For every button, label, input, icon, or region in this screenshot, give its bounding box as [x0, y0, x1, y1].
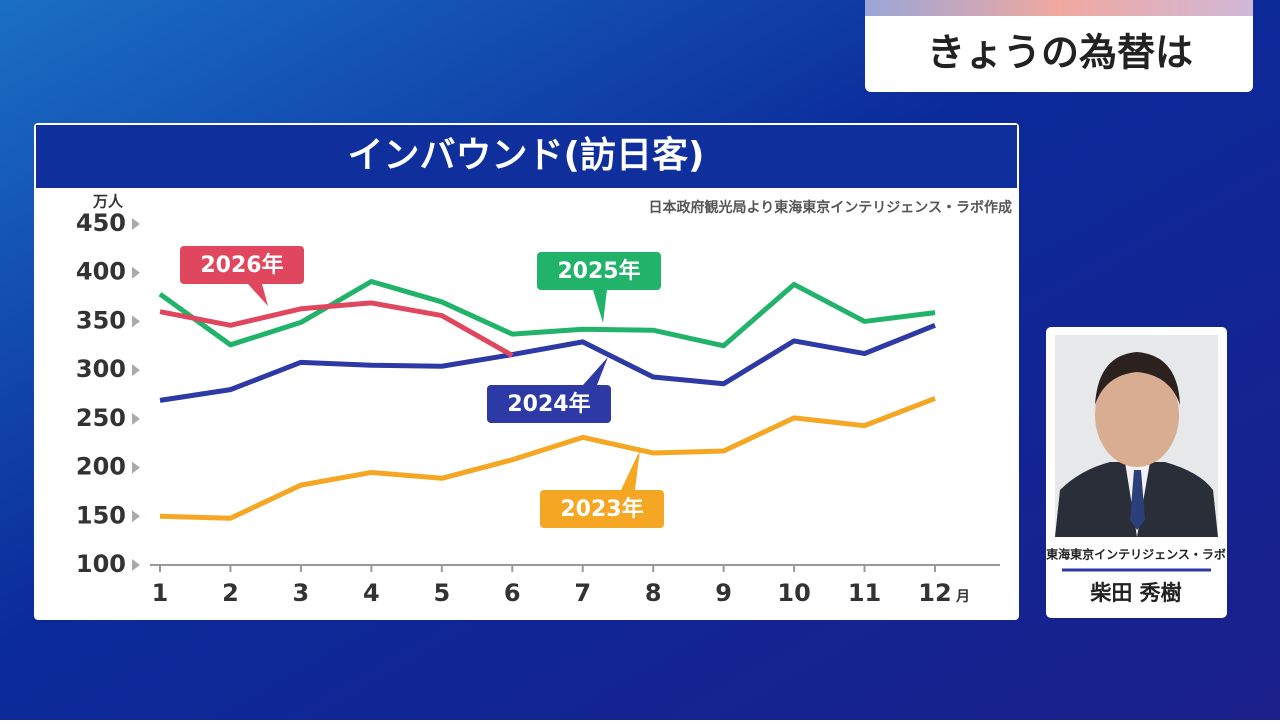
y-tick-mark	[132, 510, 140, 523]
y-unit: 万人	[92, 193, 124, 211]
y-tick-label: 350	[76, 306, 126, 334]
x-tick-label: 6	[504, 579, 521, 607]
photo-face	[1095, 363, 1179, 467]
legend-label: 2023年	[560, 496, 643, 522]
series-line	[159, 396, 936, 521]
x-tick-label: 10	[777, 579, 810, 607]
callout-box	[540, 490, 664, 528]
x-tick-label: 11	[848, 579, 881, 607]
banner-strip	[865, 0, 1253, 16]
callout-pointer	[593, 290, 607, 323]
y-tick-label: 150	[76, 501, 126, 529]
y-tick-label: 250	[76, 404, 126, 432]
y-tick-mark	[132, 364, 140, 377]
chart-source: 日本政府観光局より東海東京インテリジェンス・ラボ作成	[649, 199, 1012, 216]
presenter-name: 柴田 秀樹	[1089, 581, 1181, 605]
x-tick-label: 8	[645, 579, 662, 607]
y-tick-label: 400	[76, 258, 126, 286]
photo-tie	[1130, 470, 1145, 530]
x-tick-label: 5	[433, 579, 450, 607]
banner-box	[865, 0, 1253, 92]
x-tick-label: 7	[574, 579, 591, 607]
presenter-affiliation: 東海東京インテリジェンス・ラボ	[1046, 547, 1226, 562]
y-tick-mark	[132, 315, 140, 328]
chart-panel	[34, 123, 1019, 620]
x-tick-label: 3	[293, 579, 310, 607]
chart-header	[36, 125, 1017, 188]
y-tick-label: 450	[76, 209, 126, 237]
series-line	[159, 323, 936, 403]
x-tick-label: 1	[152, 579, 169, 607]
y-tick-label: 300	[76, 355, 126, 383]
x-tick-label: 9	[715, 579, 732, 607]
y-tick-label: 100	[76, 550, 126, 578]
legend-label: 2024年	[507, 391, 590, 417]
y-tick-mark	[132, 559, 140, 571]
y-tick-mark	[132, 412, 140, 425]
series-line	[159, 300, 514, 358]
photo-hair	[1095, 352, 1180, 405]
y-tick-mark	[132, 461, 140, 474]
series-line	[158, 278, 936, 349]
callout-box	[487, 385, 611, 423]
legend-label: 2026年	[200, 252, 283, 278]
x-unit: 月	[955, 589, 970, 605]
y-tick-mark	[132, 218, 140, 230]
banner-title: きょうの為替は	[927, 31, 1193, 75]
callout-pointer	[621, 450, 640, 490]
callout-box	[537, 252, 661, 290]
x-tick-label: 12	[918, 579, 951, 607]
callout-pointer	[583, 357, 608, 385]
y-tick-mark	[132, 266, 140, 279]
chart-title: インバウンド(訪日客)	[348, 135, 705, 176]
x-tick-label: 2	[222, 579, 239, 607]
x-tick-label: 4	[363, 579, 380, 607]
legend-label: 2025年	[557, 258, 640, 284]
y-tick-label: 200	[76, 453, 126, 481]
callout-box	[180, 246, 304, 284]
callout-pointer	[248, 284, 268, 306]
